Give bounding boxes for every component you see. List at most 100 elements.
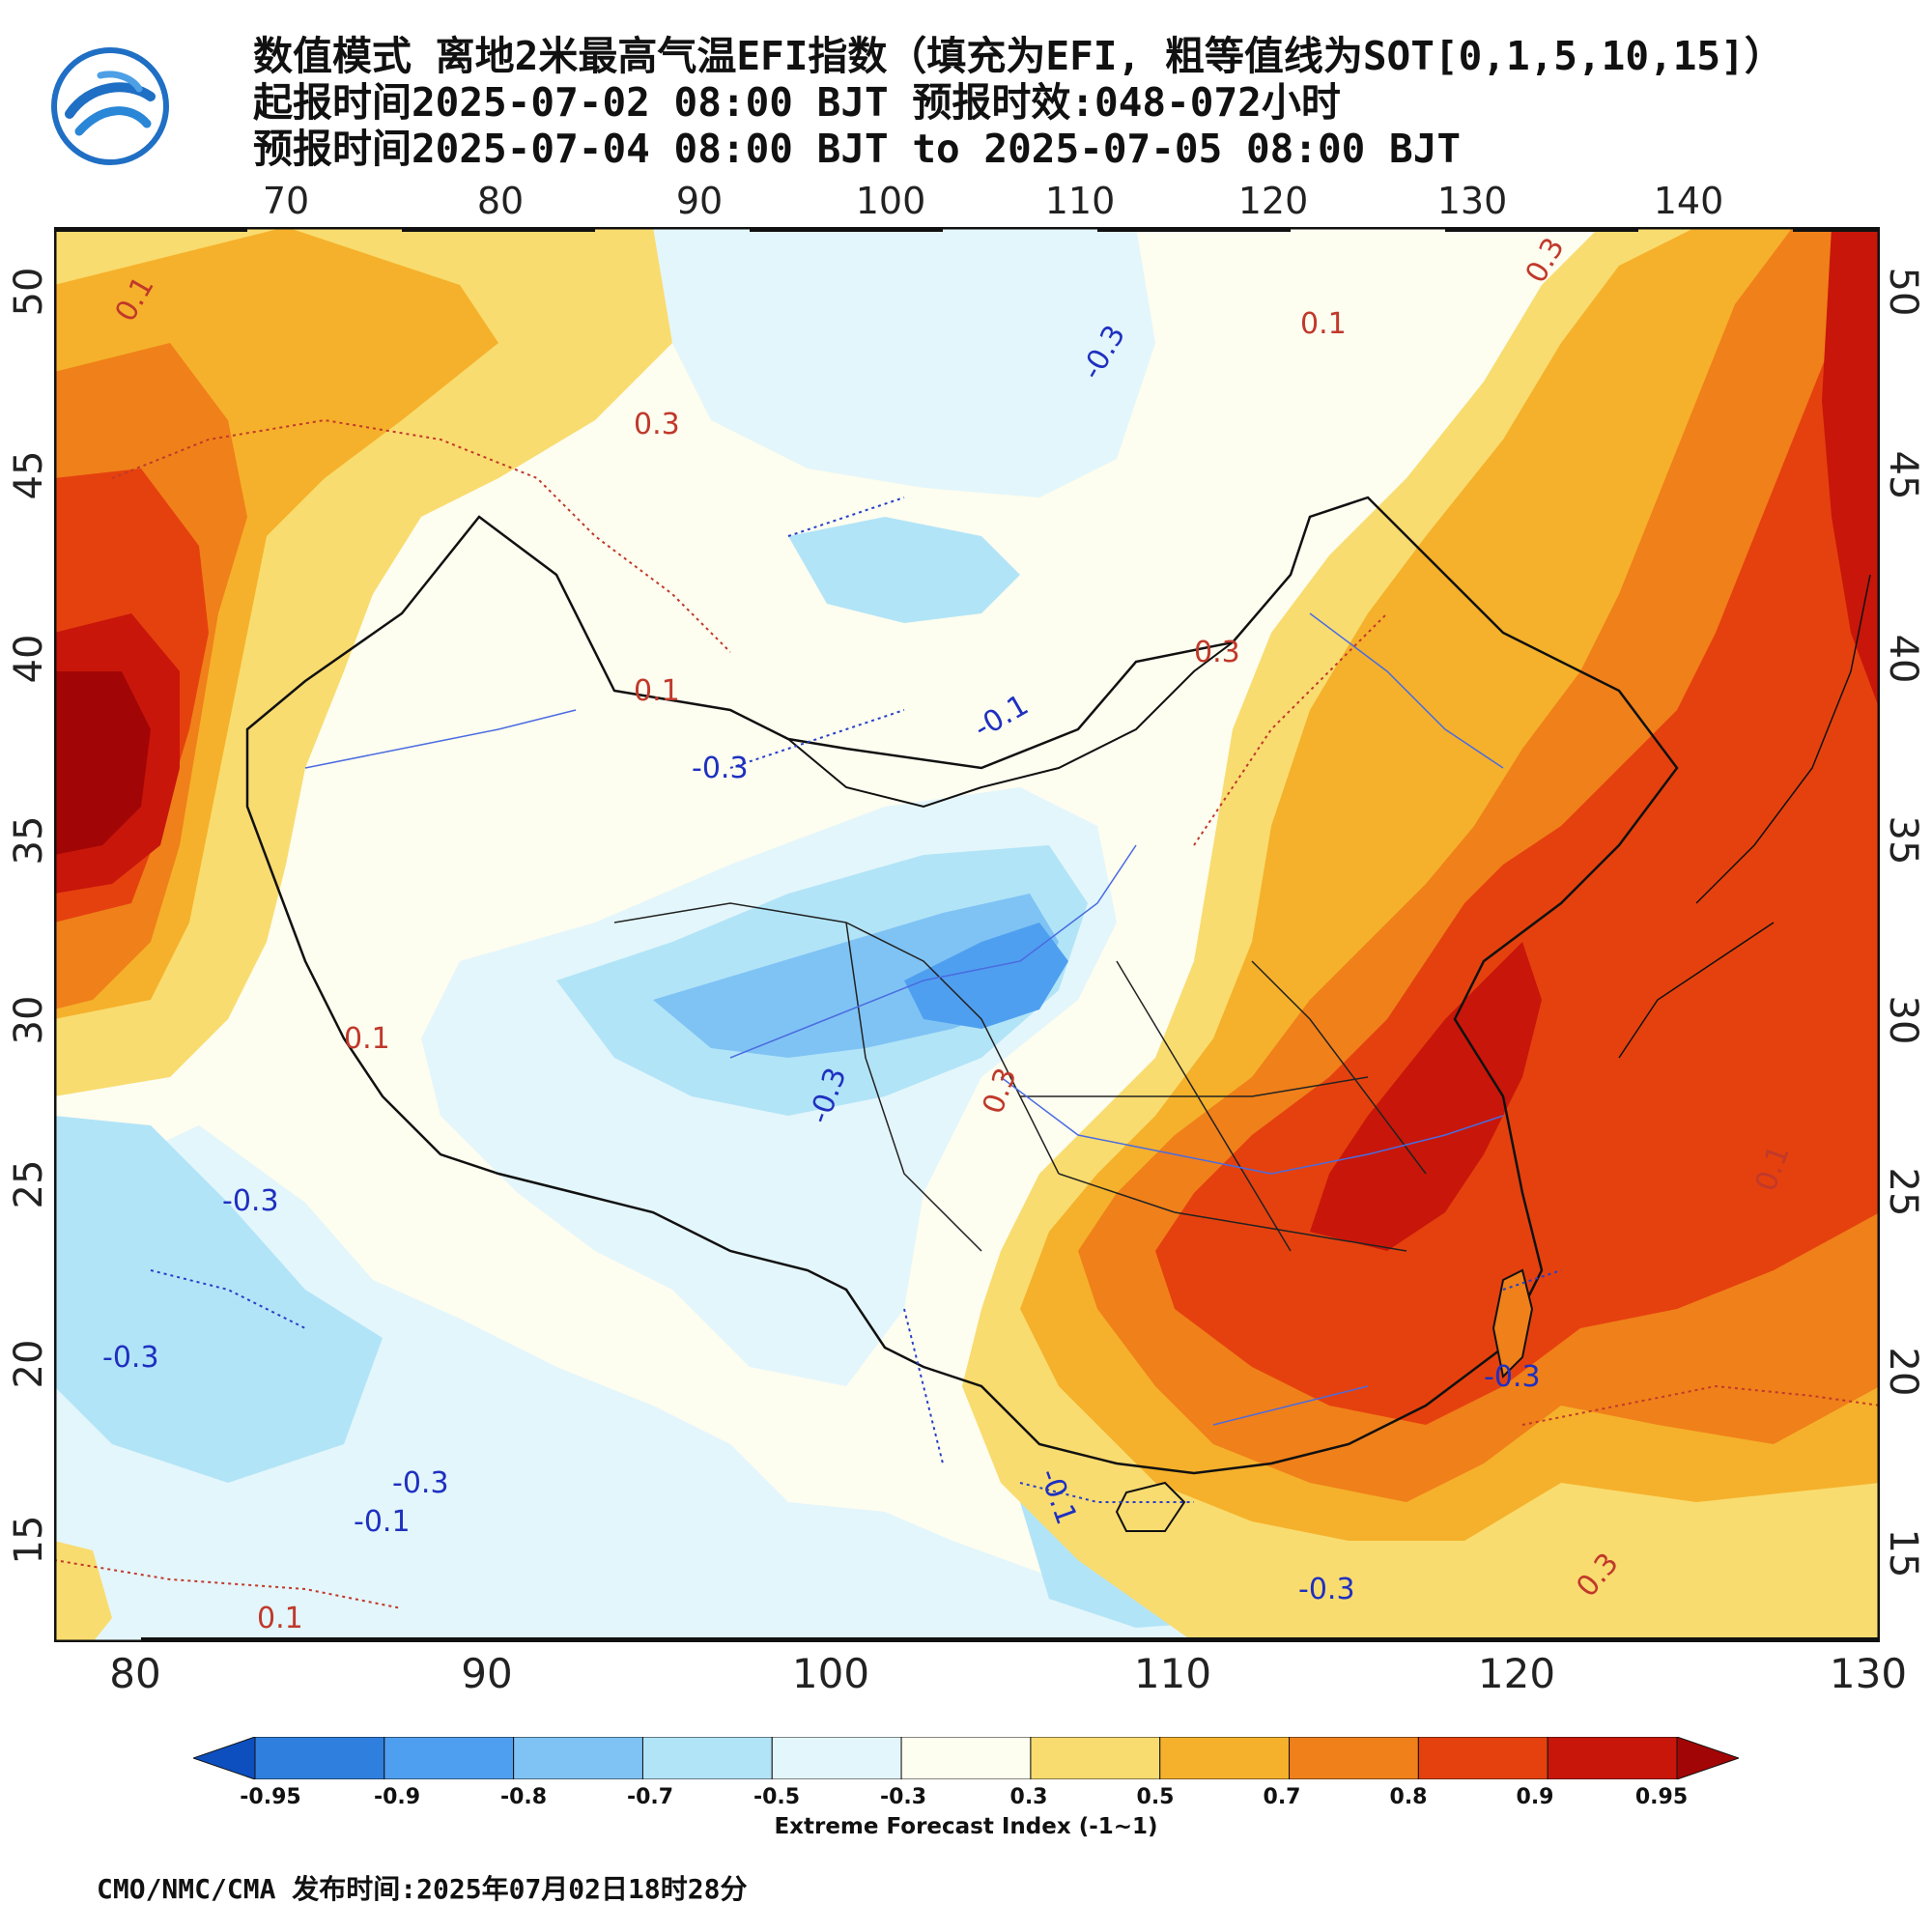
right-lat-label: 35 — [1881, 815, 1925, 866]
efi-fill-east-red — [1155, 285, 1880, 1425]
colorbar-right-arrow — [1676, 1737, 1739, 1779]
right-lat-label: 20 — [1881, 1347, 1925, 1397]
china-border — [245, 496, 1679, 1475]
contour-label: 0.1 — [344, 1022, 390, 1056]
efi-fill-north-light — [653, 227, 1155, 497]
bottom-lon-label: 130 — [1829, 1650, 1908, 1697]
bottom-lon-label: 100 — [791, 1650, 870, 1697]
colorbar-tick-label: -0.7 — [626, 1785, 674, 1809]
japan-coast — [1618, 574, 1871, 1059]
bottom-lon-label: 110 — [1133, 1650, 1212, 1697]
efi-fill-sw-yellow — [54, 1541, 112, 1642]
efi-fill-west-maroon — [54, 671, 151, 855]
right-lat-label: 15 — [1881, 1528, 1925, 1578]
contour-label: -0.3 — [692, 752, 749, 785]
colorbar-box — [1547, 1737, 1678, 1779]
title-line-1: 数值模式 离地2米最高气温EFI指数（填充为EFI, 粗等值线为SOT[0,1,… — [253, 33, 1784, 79]
colorbar-tick-labels: -0.95 -0.9 -0.8 -0.7 -0.5 -0.3 0.3 0.5 0… — [0, 1785, 1932, 1814]
footer: CMO/NMC/CMA 发布时间:2025年07月02日18时28分 — [97, 1868, 747, 1907]
colorbar-tick-label: 0.9 — [1516, 1785, 1554, 1809]
top-lon-label: 130 — [1436, 180, 1508, 222]
colorbar-box — [1159, 1737, 1291, 1779]
contour-label: 0.3 — [1194, 636, 1240, 669]
left-lat-label: 25 — [7, 1159, 51, 1209]
efi-fill-light-cyan — [54, 1125, 1880, 1642]
colorbar-box — [254, 1737, 385, 1779]
inner-mongolia-border — [787, 641, 1234, 809]
bottom-lon-label: 120 — [1477, 1650, 1556, 1697]
contour-label: 0.1 — [1300, 307, 1347, 341]
colorbar-left-arrow — [193, 1737, 256, 1779]
colorbar-box — [641, 1737, 773, 1779]
rivers — [304, 612, 1504, 1426]
efi-map: 0.1 0.3 0.1 0.3 0.1 0.3 0.1 0.3 0.1 0.3 … — [54, 227, 1880, 1642]
left-lat-label: 45 — [7, 450, 51, 500]
top-lon-label: 100 — [855, 180, 926, 222]
right-lat-label: 50 — [1881, 267, 1925, 317]
efi-fill-mid-blue — [904, 923, 1068, 1029]
colorbar-box — [384, 1737, 515, 1779]
contour-label: -0.1 — [354, 1505, 411, 1539]
left-lat-label: 15 — [7, 1515, 51, 1565]
right-lat-label: 45 — [1881, 450, 1925, 500]
right-lat-label: 30 — [1881, 995, 1925, 1045]
bottom-longitude-axis: 80 90 100 110 120 130 — [0, 1650, 1932, 1698]
efi-fill-cyan — [54, 1116, 383, 1483]
bottom-lon-label: 80 — [109, 1650, 161, 1697]
right-lat-label: 25 — [1881, 1167, 1925, 1217]
taiwan-island — [1492, 1268, 1534, 1379]
left-lat-label: 35 — [7, 815, 51, 866]
colorbar-tick-label: -0.9 — [373, 1785, 421, 1809]
colorbar-tick-label: 0.95 — [1634, 1785, 1689, 1809]
colorbar-box — [1289, 1737, 1419, 1779]
left-lat-label: 50 — [7, 267, 51, 317]
contour-label: -0.3 — [392, 1466, 449, 1500]
contour-label: 0.1 — [634, 674, 680, 708]
contour-label: -0.3 — [1484, 1360, 1541, 1394]
colorbar-box — [771, 1737, 902, 1779]
contour-label: 0.3 — [634, 408, 680, 441]
efi-fill-mongolia-cyan — [788, 517, 1020, 623]
right-lat-label: 40 — [1881, 634, 1925, 684]
top-lon-label: 110 — [1044, 180, 1116, 222]
contour-blue-dotted — [150, 497, 1562, 1503]
footer-release-time: 发布时间:2025年07月02日18时28分 — [292, 1873, 748, 1905]
colorbar-box — [1030, 1737, 1161, 1779]
contour-label: -0.3 — [222, 1184, 279, 1218]
colorbar-tick-label: 0.8 — [1389, 1785, 1428, 1809]
efi-colorbar — [193, 1737, 1739, 1779]
title-line-2: 起报时间2025-07-02 08:00 BJT 预报时效:048-072小时 — [253, 79, 1341, 126]
top-lon-label: 90 — [675, 180, 724, 222]
top-lon-label: 80 — [476, 180, 525, 222]
colorbar-title: Extreme Forecast Index (-1~1) — [774, 1814, 1158, 1839]
colorbar-tick-label: 0.5 — [1136, 1785, 1175, 1809]
efi-fill-east-darkred — [1310, 942, 1542, 1251]
left-lat-label: 20 — [7, 1339, 51, 1389]
top-longitude-axis: 70 80 90 100 110 120 130 140 — [0, 180, 1932, 222]
province-lines — [613, 902, 1427, 1252]
colorbar-tick-label: -0.5 — [753, 1785, 801, 1809]
colorbar-box — [513, 1737, 643, 1779]
colorbar-tick-label: 0.3 — [1009, 1785, 1048, 1809]
contour-label: 0.1 — [257, 1602, 303, 1635]
colorbar-tick-label: -0.3 — [879, 1785, 927, 1809]
colorbar-tick-label: -0.8 — [499, 1785, 548, 1809]
colorbar-tick-label: 0.7 — [1263, 1785, 1301, 1809]
cma-logo-icon — [51, 47, 169, 165]
left-lat-label: 40 — [7, 634, 51, 684]
efi-fill-scs-yellow — [1600, 1502, 1880, 1642]
top-lon-label: 70 — [262, 180, 310, 222]
colorbar-tick-label: -0.95 — [240, 1785, 301, 1809]
efi-fill-japan-darkred — [1822, 227, 1880, 710]
hainan-island — [1115, 1481, 1186, 1532]
contour-label: -0.3 — [102, 1341, 159, 1375]
contour-label: -0.3 — [1298, 1573, 1355, 1606]
left-lat-label: 30 — [7, 995, 51, 1045]
top-lon-label: 120 — [1237, 180, 1309, 222]
colorbar-box — [900, 1737, 1032, 1779]
colorbar-box — [1417, 1737, 1548, 1779]
chart-title-block: 数值模式 离地2米最高气温EFI指数（填充为EFI, 粗等值线为SOT[0,1,… — [253, 33, 1915, 172]
top-lon-label: 140 — [1653, 180, 1724, 222]
bottom-lon-label: 90 — [461, 1650, 513, 1697]
footer-agency: CMO/NMC/CMA — [97, 1873, 276, 1905]
